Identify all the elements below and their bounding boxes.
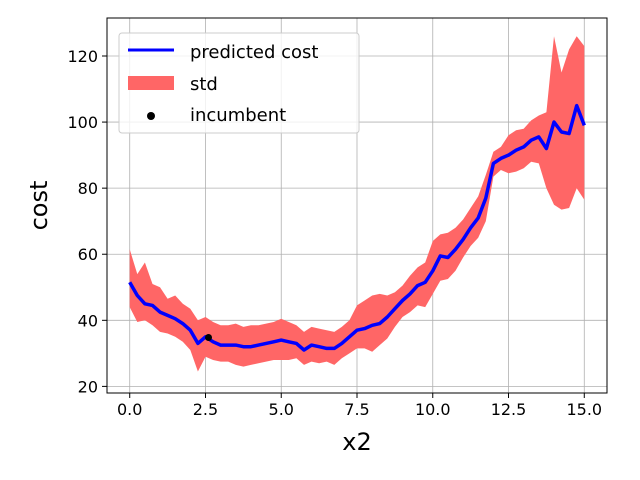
x-tick-label: 15.0 bbox=[566, 400, 602, 419]
axis-ticks: 0.0 2.5 5.0 7.5 10.0 12.5 15.0 20 40 60 80 100 120 bbox=[67, 47, 602, 419]
x-tick-label: 0.0 bbox=[117, 400, 142, 419]
incumbent-points bbox=[205, 333, 213, 341]
legend-swatch-incumbent bbox=[147, 112, 155, 120]
x-tick-label: 7.5 bbox=[344, 400, 369, 419]
y-tick-label: 40 bbox=[78, 311, 98, 330]
x-tick-label: 5.0 bbox=[269, 400, 294, 419]
y-tick-label: 20 bbox=[78, 377, 98, 396]
legend-swatch-std bbox=[128, 76, 174, 90]
y-tick-label: 80 bbox=[78, 179, 98, 198]
y-tick-label: 100 bbox=[67, 113, 98, 132]
legend-label-predicted-cost: predicted cost bbox=[190, 42, 318, 63]
legend-box bbox=[118, 32, 360, 134]
x-tick-label: 2.5 bbox=[193, 400, 218, 419]
legend-label-incumbent: incumbent bbox=[190, 105, 286, 126]
legend: predicted cost std incumbent bbox=[118, 32, 360, 134]
y-tick-label: 60 bbox=[78, 245, 98, 264]
legend-label-std: std bbox=[190, 74, 218, 95]
x-tick-label: 12.5 bbox=[491, 400, 527, 419]
incumbent-point bbox=[205, 333, 213, 341]
x-axis-label: x2 bbox=[342, 428, 371, 456]
y-axis-label: cost bbox=[25, 181, 53, 231]
y-tick-label: 120 bbox=[67, 47, 98, 66]
x-tick-label: 10.0 bbox=[415, 400, 451, 419]
